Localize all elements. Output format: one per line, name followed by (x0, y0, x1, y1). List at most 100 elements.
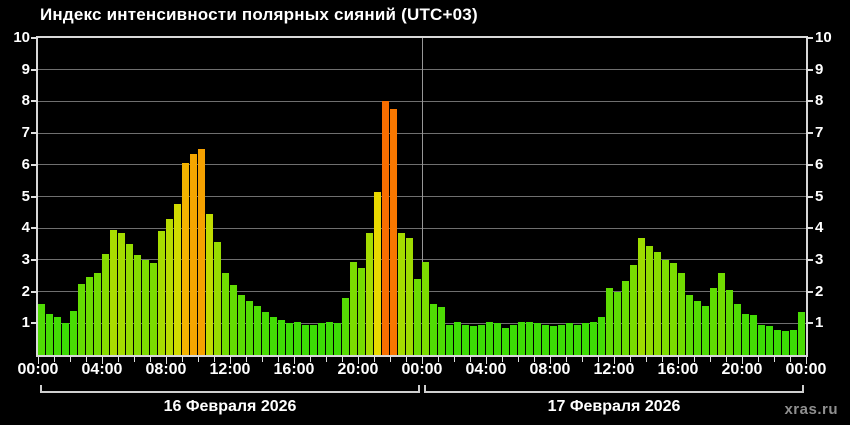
bar (78, 283, 85, 355)
x-tick (710, 357, 711, 362)
x-tick (374, 357, 375, 362)
bar (438, 307, 445, 355)
bar (278, 320, 285, 355)
x-axis-label: 16:00 (657, 361, 699, 378)
bar (710, 288, 717, 355)
bar (198, 148, 205, 355)
bar (398, 232, 405, 355)
bar (86, 277, 93, 355)
y-axis-label: 3 (21, 250, 30, 268)
x-tick (534, 357, 535, 362)
x-tick (662, 357, 663, 362)
bar (430, 304, 437, 355)
bar (614, 291, 621, 355)
y-tick (806, 322, 813, 325)
y-axis-label: 4 (21, 219, 30, 237)
y-axis-label: 8 (21, 92, 30, 110)
bar (214, 242, 221, 355)
date-bracket (424, 385, 804, 393)
bar (358, 267, 365, 355)
y-tick (806, 68, 813, 71)
date-label: 17 Февраля 2026 (547, 398, 681, 415)
y-tick (31, 68, 38, 71)
x-tick (438, 357, 439, 362)
bar (246, 301, 253, 355)
bar (174, 204, 181, 355)
x-tick (726, 357, 727, 362)
y-axis-label: 1 (815, 314, 824, 332)
y-tick (31, 100, 38, 103)
bar (534, 323, 541, 355)
bar (334, 323, 341, 355)
bar (150, 263, 157, 355)
x-tick (614, 357, 615, 364)
y-axis-label: 3 (815, 250, 824, 268)
bar (798, 312, 805, 355)
y-tick (806, 100, 813, 103)
bar (646, 245, 653, 355)
bar (38, 304, 45, 355)
bar (790, 329, 797, 355)
x-axis-label: 08:00 (529, 361, 571, 378)
bar (382, 101, 389, 355)
y-tick (31, 290, 38, 293)
x-tick (790, 357, 791, 362)
y-axis-label: 7 (21, 124, 30, 142)
bar (766, 326, 773, 355)
date-label: 16 Февраля 2026 (163, 398, 297, 415)
bar (94, 272, 101, 355)
y-tick (806, 290, 813, 293)
bar (190, 153, 197, 355)
bar (494, 323, 501, 355)
bar (406, 237, 413, 355)
x-tick (230, 357, 231, 364)
bar (686, 294, 693, 355)
y-axis-label: 10 (13, 29, 30, 46)
y-tick (31, 37, 38, 39)
x-tick (406, 357, 407, 362)
bar (230, 285, 237, 355)
x-tick (214, 357, 215, 362)
x-tick (694, 357, 695, 362)
bar (158, 231, 165, 355)
x-tick (758, 357, 759, 362)
bar (558, 324, 565, 355)
date-bracket (40, 385, 420, 393)
y-tick (31, 163, 38, 166)
bar (590, 321, 597, 355)
x-tick (182, 357, 183, 362)
x-tick (342, 357, 343, 362)
bar (606, 288, 613, 355)
bar (470, 326, 477, 355)
y-axis-label: 5 (21, 187, 30, 205)
y-tick (806, 37, 813, 39)
bar (54, 316, 61, 355)
x-tick (150, 357, 151, 362)
bar (286, 323, 293, 355)
bar (526, 321, 533, 355)
bar (518, 321, 525, 355)
y-tick (31, 322, 38, 325)
x-axis-label: 00:00 (401, 361, 443, 378)
bar (46, 313, 53, 355)
x-tick (246, 357, 247, 362)
bar (574, 324, 581, 355)
y-tick (806, 132, 813, 135)
bar (694, 301, 701, 355)
bar (142, 259, 149, 355)
bar (390, 109, 397, 355)
x-axis-label: 08:00 (145, 361, 187, 378)
bar (502, 328, 509, 355)
bar (702, 305, 709, 355)
bar (222, 272, 229, 355)
y-axis-label: 1 (21, 314, 30, 332)
bar (166, 218, 173, 355)
x-tick (166, 357, 167, 364)
y-tick (31, 258, 38, 261)
chart-title: Индекс интенсивности полярных сияний (UT… (40, 5, 478, 24)
x-tick (470, 357, 471, 362)
y-axis-label: 2 (21, 282, 30, 300)
x-tick (630, 357, 631, 362)
bar (622, 280, 629, 355)
x-tick (742, 357, 743, 364)
